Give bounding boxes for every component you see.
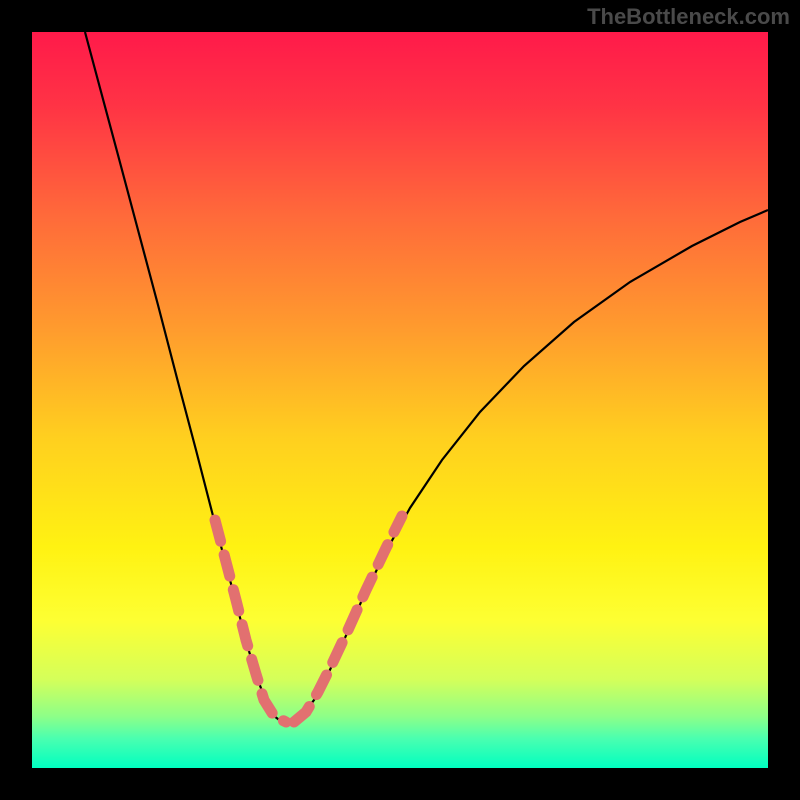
bottleneck-chart xyxy=(0,0,800,800)
chart-container: TheBottleneck.com xyxy=(0,0,800,800)
plot-background xyxy=(32,32,768,768)
watermark-text: TheBottleneck.com xyxy=(587,4,790,30)
